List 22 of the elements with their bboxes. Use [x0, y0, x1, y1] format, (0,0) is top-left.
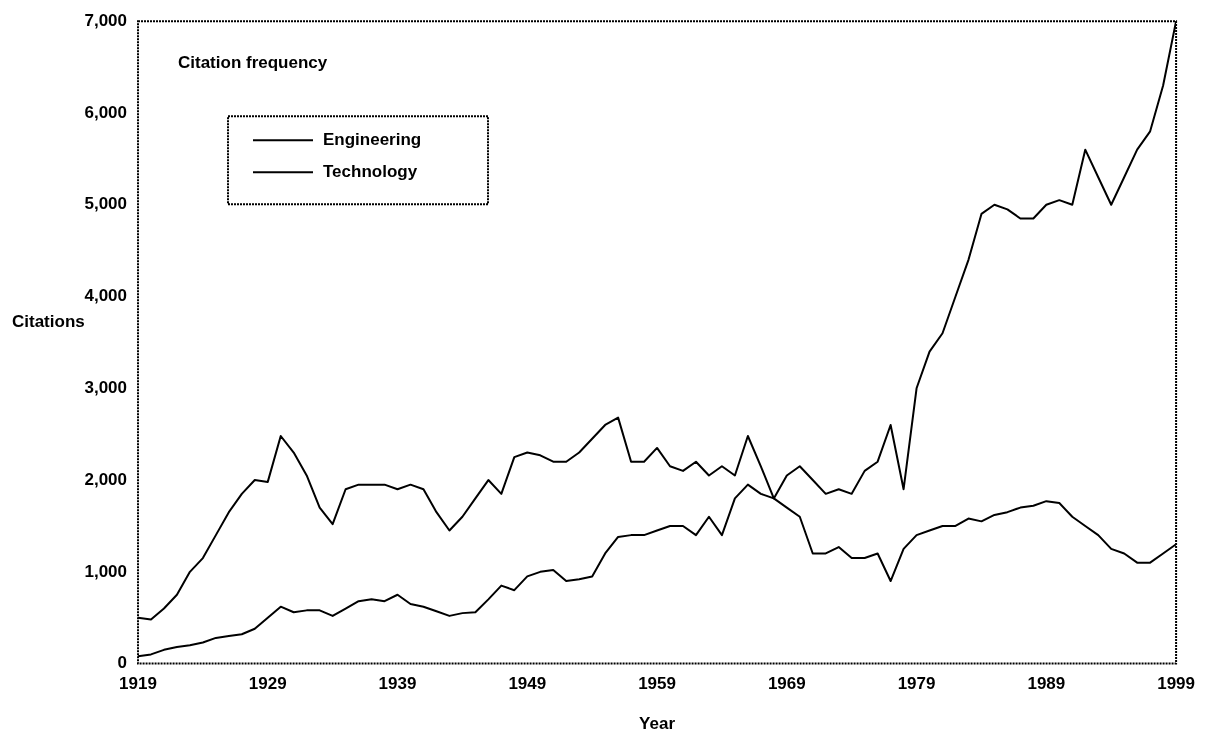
x-tick-label: 1979 [897, 674, 936, 694]
x-tick-label: 1969 [767, 674, 806, 694]
x-axis-title: Year [639, 713, 676, 733]
y-tick-label: 0 [117, 653, 127, 673]
x-tick-label: 1939 [378, 674, 417, 694]
x-tick-label: 1999 [1157, 674, 1195, 694]
text: Citation frequency [178, 52, 328, 72]
y-tick-label: 1,000 [84, 561, 127, 581]
legend-label: Engineering [323, 129, 422, 149]
legend-label: Technology [323, 161, 418, 181]
x-tick-label: 1949 [508, 674, 547, 694]
y-tick-label: 2,000 [84, 469, 127, 489]
x-tick-label: 1989 [1027, 674, 1066, 694]
y-tick-label: 7,000 [84, 10, 127, 30]
x-tick-label: 1929 [248, 674, 287, 694]
y-tick-label: 6,000 [84, 102, 127, 122]
y-tick-label: 4,000 [84, 286, 127, 306]
y-tick-label: 5,000 [84, 194, 127, 214]
y-axis-title: Citations [12, 312, 85, 332]
x-tick-label: 1919 [119, 674, 157, 694]
y-tick-label: 3,000 [84, 377, 127, 397]
x-tick-label: 1959 [638, 674, 676, 694]
